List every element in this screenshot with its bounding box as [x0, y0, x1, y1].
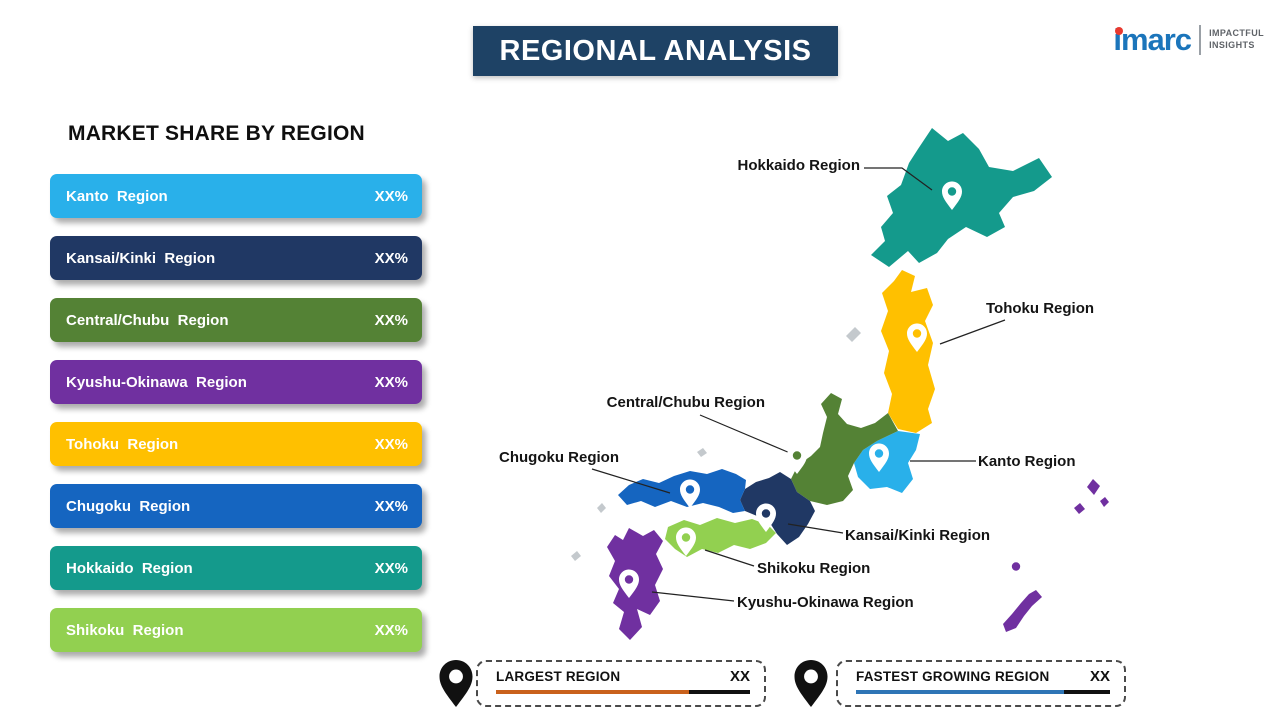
page-title: REGIONAL ANALYSIS [499, 34, 812, 67]
share-bar-value: XX% [374, 249, 408, 267]
largest-region-legend: LARGEST REGION XX [476, 660, 766, 707]
share-bar-label: Tohoku Region [66, 435, 179, 453]
kyushu-leader-line [651, 591, 735, 602]
island-tsushima [597, 503, 606, 513]
shikoku-pin-icon [676, 527, 696, 556]
fastest-growing-bar-color [856, 690, 1065, 694]
market-share-heading: MARKET SHARE BY REGION [68, 122, 365, 145]
shikoku-leader-line [704, 549, 755, 567]
share-bar-value: XX% [374, 559, 408, 577]
hokkaido-pin-icon [942, 181, 962, 210]
share-bar-chubu: Central/Chubu Region XX% [50, 298, 422, 342]
chugoku-pin-icon [680, 479, 700, 508]
logo-tagline-line2: INSIGHTS [1209, 39, 1255, 50]
share-bar-label: Kansai/Kinki Region [66, 249, 216, 267]
share-bar-value: XX% [374, 373, 408, 391]
market-share-list: Kanto Region XX% Kansai/Kinki Region XX%… [50, 174, 422, 670]
hokkaido-leader-line [864, 167, 933, 191]
largest-region-bar [496, 690, 750, 694]
share-bar-kyushu-okinawa: Kyushu-Okinawa Region XX% [50, 360, 422, 404]
chubu-pin-icon [787, 445, 807, 474]
share-bar-chugoku: Chugoku Region XX% [50, 484, 422, 528]
okinawa-pin-icon [1006, 556, 1026, 585]
chugoku-leader-line [591, 468, 671, 494]
map-region-okinawa-isle-1 [1087, 479, 1100, 495]
share-bar-value: XX% [374, 311, 408, 329]
largest-region-pin-icon [439, 659, 473, 707]
title-banner: REGIONAL ANALYSIS [473, 26, 838, 76]
largest-region-bar-color [496, 690, 690, 694]
map-region-okinawa-isle-3 [1074, 503, 1085, 514]
share-bar-label: Shikoku Region [66, 621, 184, 639]
kanto-pin-icon [869, 443, 889, 472]
map-label-kansai: Kansai/Kinki Region [845, 527, 991, 544]
map-region-shikoku [665, 518, 776, 557]
logo-brand-wrap: imarc [1113, 22, 1192, 57]
island-oki [697, 448, 707, 457]
share-bar-label: Chugoku Region [66, 497, 191, 515]
fastest-growing-pin-icon [794, 659, 828, 707]
logo-red-dot-icon [1115, 27, 1124, 35]
kansai-leader-line [787, 523, 844, 534]
fastest-growing-value: XX [1089, 668, 1110, 685]
map-region-okinawa-isle-2 [1100, 497, 1109, 507]
largest-region-value: XX [729, 668, 750, 685]
island-sado [846, 327, 861, 342]
share-bar-kansai: Kansai/Kinki Region XX% [50, 236, 422, 280]
kyushu-pin-icon [619, 569, 639, 598]
tohoku-leader-line [939, 319, 1006, 345]
map-label-chubu: Central/Chubu Region [606, 394, 765, 411]
logo-tagline: IMPACTFUL INSIGHTS [1209, 28, 1264, 51]
share-bar-value: XX% [374, 497, 408, 515]
map-region-hokkaido [871, 128, 1052, 267]
map-region-tohoku [881, 270, 935, 433]
share-bar-value: XX% [374, 435, 408, 453]
tohoku-pin-icon [907, 323, 927, 352]
logo-divider [1199, 24, 1202, 55]
map-label-tohoku: Tohoku Region [986, 300, 1095, 317]
share-bar-label: Kyushu-Okinawa Region [66, 373, 247, 391]
logo-tagline-line1: IMPACTFUL [1209, 28, 1264, 39]
share-bar-value: XX% [374, 621, 408, 639]
share-bar-value: XX% [374, 187, 408, 205]
island-goto [571, 551, 581, 561]
share-bar-label: Hokkaido Region [66, 559, 193, 577]
fastest-growing-bar-black [1064, 690, 1110, 694]
map-label-shikoku: Shikoku Region [757, 560, 871, 577]
map-region-kansai [740, 472, 815, 545]
share-bar-label: Kanto Region [66, 187, 168, 205]
share-bar-kanto: Kanto Region XX% [50, 174, 422, 218]
largest-region-bar-black [689, 690, 750, 694]
imarc-logo: imarc IMPACTFUL INSIGHTS [1113, 24, 1264, 55]
map-region-okinawa-main [1003, 590, 1042, 632]
map-label-kyushu-okinawa: Kyushu-Okinawa Region [737, 594, 914, 611]
share-bar-label: Central/Chubu Region [66, 311, 229, 329]
map-region-kanto [854, 431, 920, 493]
map-region-chubu [791, 393, 898, 505]
largest-region-label: LARGEST REGION [496, 669, 621, 684]
share-bar-shikoku: Shikoku Region XX% [50, 608, 422, 652]
fastest-growing-legend: FASTEST GROWING REGION XX [836, 660, 1126, 707]
chubu-leader-line [699, 414, 791, 454]
logo-brand-text: imarc [1113, 22, 1192, 57]
map-label-hokkaido: Hokkaido Region [737, 157, 860, 174]
kansai-pin-icon [756, 503, 776, 532]
fastest-growing-label: FASTEST GROWING REGION [856, 669, 1050, 684]
share-bar-hokkaido: Hokkaido Region XX% [50, 546, 422, 590]
map-label-chugoku: Chugoku Region [499, 449, 619, 466]
map-label-kanto: Kanto Region [978, 453, 1076, 470]
share-bar-tohoku: Tohoku Region XX% [50, 422, 422, 466]
fastest-growing-bar [856, 690, 1110, 694]
